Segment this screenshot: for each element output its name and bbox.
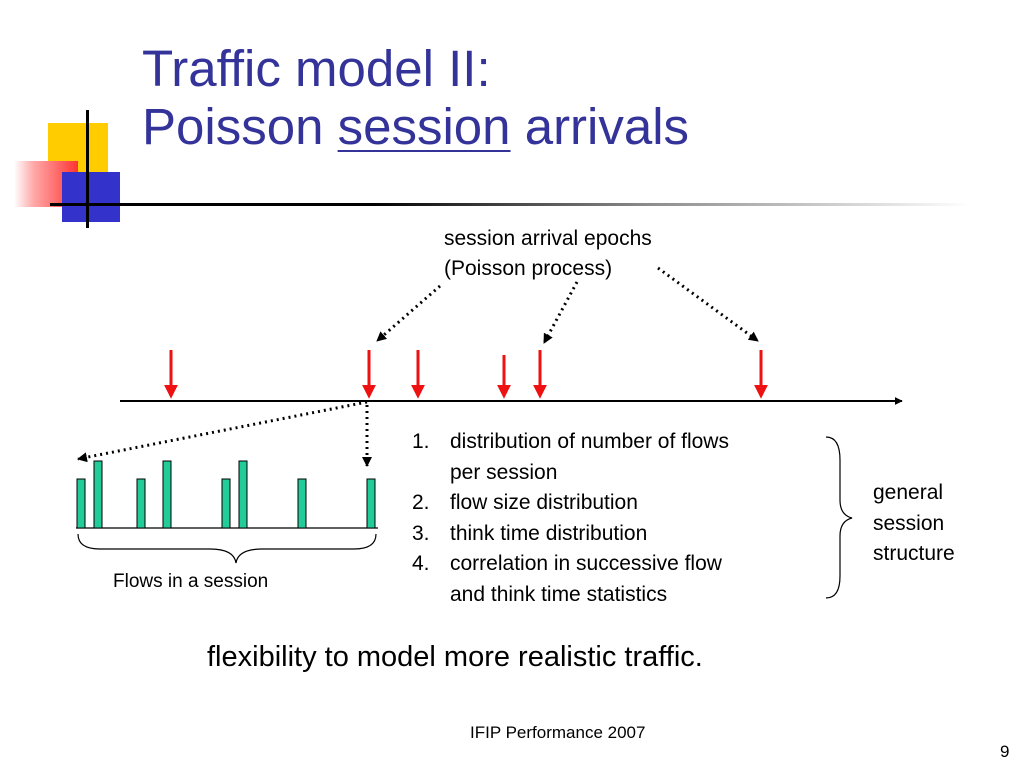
- title-line-2: Poisson session arrivals: [142, 98, 689, 156]
- zoom-arrows: [77, 400, 372, 467]
- title-line-1: Traffic model II:: [142, 40, 491, 97]
- zoom-arrow-left: [77, 400, 368, 463]
- list-item: 2. flow size distribution: [412, 488, 729, 519]
- epoch-label: session arrival epochs (Poisson process): [444, 224, 652, 284]
- slide-title: Traffic model II: Poisson session arriva…: [142, 40, 689, 156]
- list-item: 3. think time distribution: [412, 519, 729, 550]
- flow-bar: [238, 460, 248, 529]
- epoch-label-line: (Poisson process): [444, 257, 613, 280]
- decor-vertical-rule: [86, 110, 89, 228]
- conclusion-text: flexibility to model more realistic traf…: [207, 641, 703, 673]
- epoch-pointer-arrow: [542, 281, 579, 344]
- session-structure-list: 1. distribution of number of flows per s…: [412, 427, 729, 610]
- list-item-number: 2.: [412, 491, 430, 514]
- title-underline-rule: [50, 203, 970, 206]
- list-item-number: 3.: [412, 521, 430, 545]
- flows-brace: [77, 533, 377, 564]
- list-item-text: per session: [450, 460, 558, 484]
- list-item: 4. correlation in successive flow and th…: [412, 549, 729, 610]
- flow-bar: [366, 478, 376, 529]
- flows-in-session-label: Flows in a session: [113, 571, 269, 592]
- title-suffix: arrivals: [510, 98, 690, 155]
- structure-label-line: structure: [873, 542, 955, 565]
- structure-brace: [825, 436, 853, 599]
- flow-bar: [136, 478, 146, 529]
- decor-blue-square: [62, 172, 120, 222]
- list-item-text: correlation in successive flow: [450, 552, 722, 575]
- list-item-text: flow size distribution: [450, 491, 638, 514]
- title-prefix: Poisson: [142, 98, 338, 155]
- epoch-pointer-arrows: [376, 266, 759, 344]
- title-emphasis: session: [337, 98, 511, 155]
- epoch-pointer-arrow: [376, 284, 441, 343]
- list-item: 1. distribution of number of flows per s…: [412, 427, 729, 488]
- epoch-pointer-arrow: [657, 266, 759, 343]
- flow-bar: [93, 460, 103, 529]
- general-session-structure-label: general session structure: [873, 478, 955, 570]
- page-number: 9: [1000, 742, 1010, 761]
- session-arrival-arrows: [164, 350, 768, 399]
- flow-bar: [162, 460, 172, 529]
- footer-text: IFIP Performance 2007: [470, 723, 646, 742]
- structure-label-line: session: [873, 511, 945, 535]
- list-item-text: distribution of number of flows: [450, 430, 729, 453]
- flow-bar: [76, 478, 86, 529]
- flow-bars: [76, 460, 376, 529]
- flow-bar: [297, 478, 307, 529]
- structure-label-line: general: [873, 481, 944, 504]
- epoch-label-line: session arrival epochs: [444, 227, 652, 250]
- list-item-number: 4.: [412, 552, 430, 575]
- list-item-text: think time distribution: [450, 521, 648, 545]
- list-item-text: and think time statistics: [450, 582, 668, 606]
- list-item-number: 1.: [412, 430, 430, 453]
- flow-bar: [221, 478, 231, 529]
